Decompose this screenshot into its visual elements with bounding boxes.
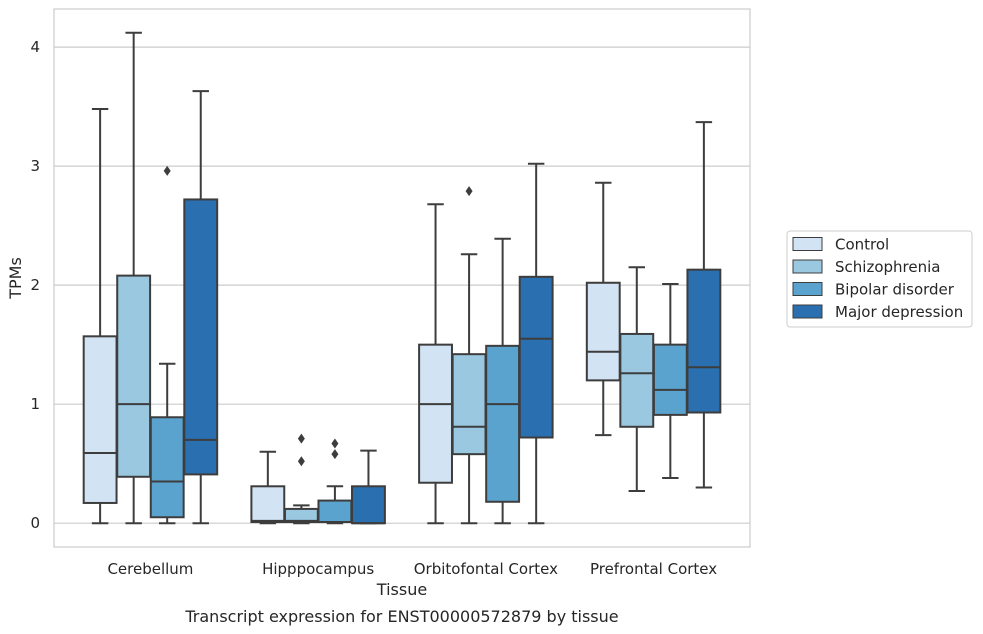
x-tick-labels: Cerebellum Hipppocampus Orbitofontal Corte… — [107, 560, 717, 578]
x-tick-label: Cerebellum — [107, 560, 193, 578]
x-tick-label: Prefrontal Cortex — [590, 560, 717, 578]
y-tick-labels: 0 1 2 3 4 — [30, 38, 40, 532]
box-1-1 — [82, 107, 118, 525]
box-3-1 — [149, 165, 185, 525]
legend-swatch — [792, 237, 823, 251]
box-2-4 — [619, 266, 655, 493]
plot-frame — [53, 8, 751, 548]
box-3-4 — [652, 282, 688, 479]
box-body — [451, 353, 487, 456]
outlier-point — [297, 456, 305, 467]
outlier-point — [163, 165, 171, 176]
box-body — [82, 335, 118, 504]
box-body — [418, 343, 453, 484]
legend-label: Major depression — [835, 303, 963, 321]
x-tick-label: Orbitofontal Cortex — [414, 560, 558, 578]
legend-swatch — [792, 259, 823, 274]
box-series — [82, 31, 722, 525]
y-tick-label: 1 — [30, 395, 40, 413]
box-1-3 — [418, 203, 453, 525]
y-axis-label: TPMs — [6, 257, 25, 300]
legend-swatch — [792, 282, 823, 296]
outlier-point — [297, 433, 305, 444]
outlier-point — [331, 438, 339, 449]
box-3-2 — [317, 438, 353, 525]
box-body — [183, 198, 219, 476]
y-tick-label: 4 — [30, 38, 40, 56]
box-body — [116, 274, 152, 478]
box-2-2 — [283, 433, 319, 525]
box-2-1 — [116, 31, 152, 525]
box-4-2 — [351, 449, 386, 525]
box-body — [149, 416, 185, 519]
box-body — [518, 275, 554, 439]
box-body — [686, 268, 722, 414]
x-tick-label: Hipppocampus — [262, 560, 374, 578]
legend-label: Control — [835, 236, 889, 254]
box-4-1 — [183, 90, 219, 525]
x-axis-label: Tissue — [376, 580, 427, 599]
box-4-3 — [518, 162, 554, 525]
y-tick-label: 3 — [30, 157, 40, 175]
box-4-4 — [686, 121, 722, 489]
legend-label: Bipolar disorder — [835, 281, 955, 299]
legend-label: Schizophrenia — [835, 258, 940, 276]
outlier-point — [331, 449, 339, 460]
box-body — [317, 499, 353, 524]
outlier-point — [465, 186, 473, 197]
y-tick-label: 2 — [30, 276, 40, 294]
y-tick-label: 0 — [30, 514, 40, 532]
box-1-4 — [585, 181, 621, 437]
chart-caption: Transcript expression for ENST0000057287… — [184, 607, 618, 626]
box-1-2 — [250, 450, 286, 525]
box-body — [585, 281, 621, 382]
box-body — [619, 332, 655, 428]
box-body — [485, 344, 521, 503]
box-body — [652, 343, 688, 416]
legend-frame — [786, 230, 973, 328]
box-body — [351, 485, 386, 525]
box-2-3 — [451, 186, 487, 525]
legend: Control Schizophrenia Bipolar disorder Majo… — [786, 230, 973, 328]
legend-swatch — [792, 304, 823, 319]
box-3-3 — [485, 237, 521, 525]
box-body — [250, 485, 286, 524]
